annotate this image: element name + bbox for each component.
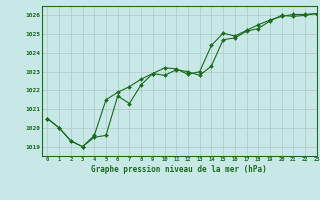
X-axis label: Graphe pression niveau de la mer (hPa): Graphe pression niveau de la mer (hPa) (91, 165, 267, 174)
